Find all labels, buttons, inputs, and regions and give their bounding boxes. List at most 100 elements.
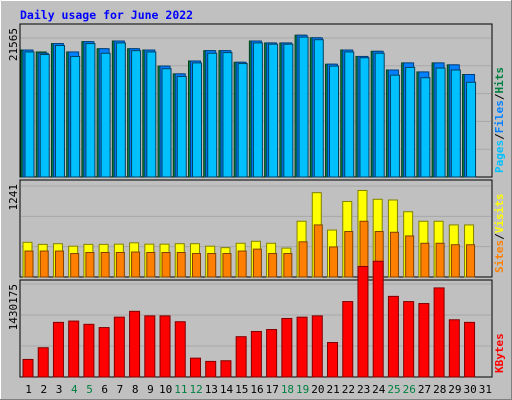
bar-kbytes-day-23 [357, 265, 369, 378]
bar-pages-day-10 [161, 68, 172, 178]
bar-pages-day-12 [191, 62, 202, 178]
x-tick-label-day-28: 28 [433, 383, 446, 396]
bar-kbytes-day-6 [98, 327, 110, 378]
x-tick-label-day-6: 6 [101, 383, 108, 396]
bars [20, 34, 477, 178]
x-tick-label-day-7: 7 [117, 383, 124, 396]
bar-kbytes-day-20 [311, 315, 323, 378]
bar-pages-day-24 [374, 52, 385, 178]
bar-sites-day-3 [54, 250, 64, 278]
legend: Pages/Files/Hits [493, 67, 506, 173]
bar-sites-day-10 [161, 252, 171, 278]
x-tick-label-day-23: 23 [357, 383, 370, 396]
x-tick-label-day-10: 10 [159, 383, 172, 396]
bar-pages-day-21 [329, 65, 340, 178]
legend-text: Sites/Visits [493, 194, 506, 274]
bar-pages-day-4 [70, 55, 81, 178]
y-tick-label: 1241 [7, 184, 20, 211]
bar-sites-day-4 [70, 253, 80, 278]
bars [22, 189, 476, 278]
bar-kbytes-day-3 [52, 321, 64, 378]
bar-pages-day-18 [283, 43, 294, 178]
x-tick-label-day-13: 13 [205, 383, 218, 396]
y-tick-label: 1430175 [7, 284, 20, 330]
bar-pages-day-27 [420, 77, 431, 178]
bars [22, 260, 476, 378]
x-tick-label-day-22: 22 [342, 383, 355, 396]
bar-kbytes-day-1 [22, 358, 34, 378]
bar-sites-day-26 [405, 235, 415, 278]
legend: KBytes [493, 333, 506, 373]
bar-kbytes-day-26 [403, 301, 415, 378]
bar-kbytes-day-12 [189, 357, 201, 378]
bar-kbytes-day-25 [387, 295, 399, 378]
bar-kbytes-day-10 [159, 315, 171, 378]
bar-pages-day-17 [268, 43, 279, 178]
x-tick-label-day-16: 16 [250, 383, 263, 396]
x-tick-label-day-2: 2 [41, 383, 48, 396]
legend-visits: Visits [493, 194, 506, 234]
x-tick-label-day-14: 14 [220, 383, 234, 396]
bar-kbytes-day-30 [464, 321, 476, 378]
x-tick-label-day-5: 5 [86, 383, 93, 396]
bar-kbytes-day-21 [327, 342, 339, 378]
bar-kbytes-day-5 [83, 323, 95, 378]
panel-hits-files-pages: 21565 Pages/Files/Hits [7, 23, 506, 178]
bar-pages-day-19 [298, 36, 309, 178]
chart-title: Daily usage for June 2022 [20, 8, 193, 22]
bar-kbytes-day-24 [372, 260, 384, 378]
legend-pages: Pages [493, 140, 506, 173]
x-tick-label-day-26: 26 [403, 383, 416, 396]
panel-visits-sites: 1241 Sites/Visits [7, 179, 506, 278]
bar-pages-day-5 [85, 43, 96, 178]
bar-kbytes-day-9 [144, 315, 156, 378]
legend-kbytes: KBytes [493, 333, 506, 373]
bar-pages-day-26 [405, 66, 416, 178]
x-tick-label-day-19: 19 [296, 383, 309, 396]
bar-pages-day-20 [313, 39, 324, 178]
bar-pages-day-6 [100, 52, 111, 178]
bar-sites-day-6 [100, 252, 110, 278]
bar-pages-day-28 [435, 67, 446, 178]
x-tick-label-day-15: 15 [235, 383, 248, 396]
bar-sites-day-16 [252, 248, 262, 278]
bar-kbytes-day-4 [68, 320, 80, 378]
bar-sites-day-19 [298, 241, 308, 278]
x-tick-label-day-17: 17 [266, 383, 279, 396]
bar-sites-day-11 [176, 252, 186, 278]
bar-kbytes-day-29 [448, 319, 460, 378]
bar-pages-day-16 [252, 42, 263, 178]
x-tick-label-day-29: 29 [448, 383, 461, 396]
bar-pages-day-9 [146, 51, 157, 178]
bar-sites-day-8 [131, 251, 141, 278]
legend-sites: Sites [493, 240, 506, 273]
bar-sites-day-27 [420, 242, 430, 278]
bar-kbytes-day-18 [281, 317, 293, 378]
x-tick-label-day-12: 12 [189, 383, 202, 396]
x-tick-label-day-25: 25 [387, 383, 400, 396]
bar-kbytes-day-13 [205, 360, 217, 378]
bar-kbytes-day-17 [266, 329, 278, 378]
bar-pages-day-2 [39, 54, 50, 178]
bar-kbytes-day-2 [37, 347, 49, 378]
x-tick-label-day-4: 4 [71, 383, 78, 396]
bar-sites-day-20 [313, 224, 323, 278]
bar-pages-day-29 [450, 69, 461, 178]
x-tick-label-day-8: 8 [132, 383, 139, 396]
legend-separator: / [493, 93, 506, 100]
bar-pages-day-13 [207, 52, 218, 178]
legend-separator: / [493, 133, 506, 140]
bar-pages-day-30 [466, 81, 477, 178]
bar-pages-day-22 [344, 51, 355, 178]
legend-text: KBytes [493, 333, 506, 373]
bar-kbytes-day-15 [235, 336, 247, 378]
x-tick-label-day-31: 31 [479, 383, 492, 396]
x-tick-label-day-30: 30 [464, 383, 477, 396]
legend-hits: Hits [493, 67, 506, 94]
bar-pages-day-25 [389, 74, 400, 178]
bar-pages-day-3 [54, 45, 65, 178]
bar-sites-day-21 [329, 246, 339, 278]
bar-sites-day-2 [39, 250, 49, 278]
bar-pages-day-1 [24, 51, 35, 178]
bar-kbytes-day-7 [113, 316, 125, 378]
